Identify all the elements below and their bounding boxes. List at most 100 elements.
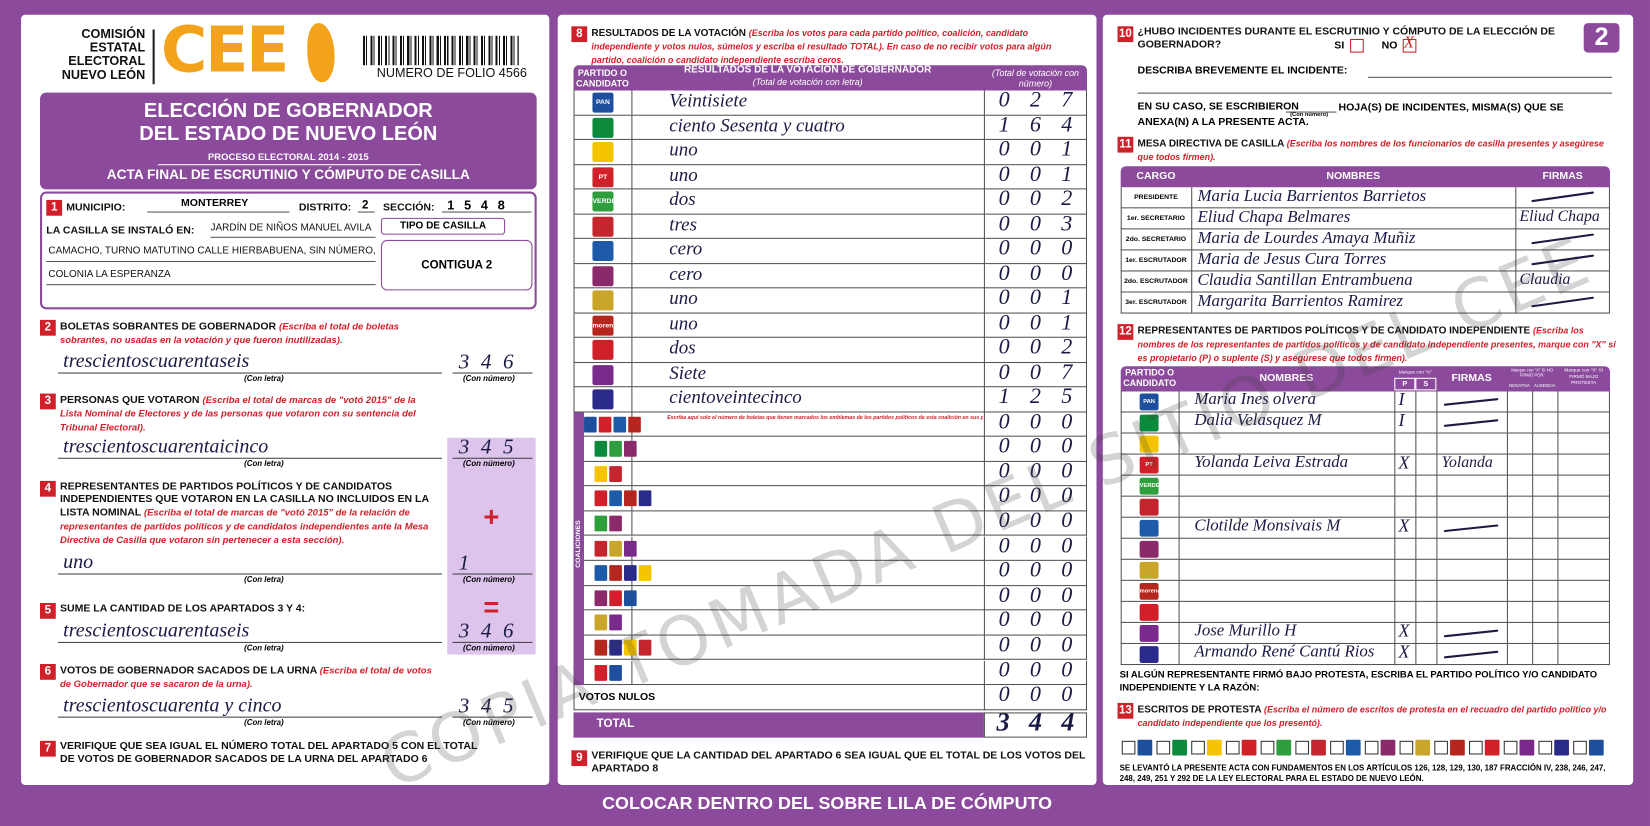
protest-logo — [1241, 739, 1257, 756]
coalition-logo — [609, 590, 622, 606]
section-heading: ESCRITOS DE PROTESTA (Escriba el número … — [1138, 703, 1617, 730]
vote-number: 0 0 1 — [998, 284, 1080, 310]
coalition-logo — [624, 565, 637, 581]
vote-letters: cientoveintecinco — [669, 386, 802, 408]
vote-letters: Veintisiete — [669, 89, 748, 111]
section-title: ¿HUBO INCIDENTES DURANTE EL ESCRUTINIO Y… — [1137, 26, 1555, 51]
rule — [1394, 644, 1396, 666]
officials-header — [1120, 166, 1611, 188]
rule — [1532, 559, 1534, 581]
coalition-logo — [594, 565, 608, 581]
reps-row — [1120, 580, 1611, 602]
rule — [1415, 559, 1417, 581]
rule — [631, 115, 633, 140]
section-instruction: (Escriba el número de escritos de protes… — [1137, 703, 1607, 729]
table-row — [573, 288, 1088, 314]
rule — [1137, 92, 1613, 94]
rule — [1178, 433, 1180, 455]
protest-box — [1503, 740, 1518, 755]
section-heading: REPRESENTANTES DE PARTIDOS POLÍTICOS Y D… — [1138, 324, 1617, 365]
representative-name: Clotilde Monsivais M — [1194, 516, 1341, 535]
protest-logo — [1588, 739, 1604, 756]
vote-letters: cero — [669, 237, 703, 259]
reps-row — [1120, 622, 1611, 645]
party-logo — [1139, 604, 1159, 621]
table-row — [573, 214, 1088, 239]
section-title: RESULTADOS DE LA VOTACIÓN — [591, 27, 746, 39]
rule — [1532, 433, 1534, 455]
reps-row — [1120, 433, 1611, 455]
page-number: 2 — [1583, 23, 1620, 53]
rule — [983, 387, 985, 412]
rule — [1506, 454, 1508, 476]
rule — [1557, 559, 1559, 581]
rule — [1532, 622, 1534, 645]
signature: Yolanda — [1441, 454, 1493, 472]
rule — [1178, 580, 1180, 602]
rule — [152, 29, 155, 85]
section-heading: ¿HUBO INCIDENTES DURANTE EL ESCRUTINIO Y… — [1138, 26, 1569, 51]
votes-header — [573, 65, 1088, 91]
nulos-label: VOTOS NULOS — [578, 691, 656, 704]
rule — [1415, 517, 1417, 539]
subtitle: ACTA FINAL DE ESCRUTINIO Y CÓMPUTO DE CA… — [106, 166, 470, 183]
party-logo — [1139, 561, 1159, 579]
rule — [631, 164, 633, 190]
si-label: SI — [1334, 39, 1345, 52]
reps-header-firmas: FIRMAS — [1451, 372, 1492, 385]
rule — [1191, 271, 1193, 293]
title: DEL ESTADO DE NUEVO LEÓN — [139, 123, 438, 146]
rule — [1506, 559, 1508, 581]
coalition-logo — [628, 416, 641, 432]
coalition-logo — [638, 490, 652, 507]
section-title: VOTOS DE GOBERNADOR SACADOS DE LA URNA — [59, 665, 317, 677]
rule — [983, 313, 985, 338]
rule — [983, 461, 985, 487]
section-number: 13 — [1117, 702, 1134, 719]
coalition-logo — [594, 590, 608, 606]
right-panel — [1102, 14, 1634, 786]
rule — [1178, 475, 1180, 497]
vote-letters: uno — [669, 287, 698, 309]
coalition-logo — [594, 515, 608, 532]
vote-number: 0 0 0 — [998, 457, 1080, 483]
rule — [1394, 580, 1396, 602]
handwritten-letters: trescientoscuarentaseis — [63, 619, 250, 642]
coalition-logo — [594, 465, 608, 482]
coalition-logo — [584, 416, 597, 432]
rule — [357, 211, 375, 213]
rule — [983, 90, 985, 116]
party-logo — [592, 339, 614, 360]
field-label: LA CASILLA SE INSTALÓ EN: — [46, 225, 195, 237]
party-logo: PT — [592, 166, 614, 187]
rule — [631, 263, 633, 289]
rule — [631, 90, 633, 116]
table-row — [573, 90, 1088, 116]
officials-row — [1120, 292, 1611, 314]
table-row — [573, 263, 1088, 289]
vote-letters: tres — [669, 213, 697, 235]
coalition-note: Escriba aquí solo el número de boletas q… — [667, 414, 983, 421]
letters-caption: (Con letra) — [244, 717, 284, 728]
party-logo — [592, 364, 614, 385]
rule — [1532, 454, 1534, 476]
protest-logo — [1137, 739, 1153, 756]
rule — [452, 573, 533, 575]
coalition-logo — [624, 441, 637, 457]
vote-number: 0 0 0 — [998, 581, 1080, 607]
total-number: 3 4 4 — [996, 708, 1081, 737]
table-row — [573, 164, 1088, 190]
section-number: 12 — [1117, 324, 1134, 340]
rule — [1191, 187, 1193, 209]
party-logo — [592, 142, 614, 163]
rule — [983, 511, 985, 537]
party-logo: PAN — [592, 92, 614, 113]
vote-number: 0 0 0 — [998, 631, 1080, 657]
rule — [1191, 250, 1193, 272]
rule — [631, 660, 633, 686]
protest-box — [1364, 740, 1379, 755]
letters-caption: (Con letra) — [244, 373, 284, 384]
rule — [1506, 433, 1508, 455]
header-party: PARTIDO O CANDIDATO — [576, 67, 629, 89]
protest-logo — [1172, 739, 1187, 756]
